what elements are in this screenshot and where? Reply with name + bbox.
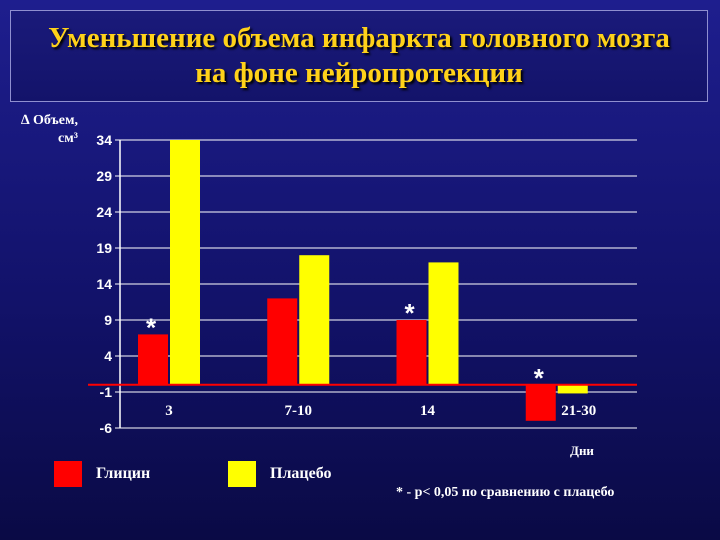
- legend-item-glycine: Глицин: [54, 461, 150, 487]
- legend-swatch-placebo: [228, 461, 256, 487]
- title-box: Уменьшение объема инфаркта головного моз…: [10, 10, 708, 102]
- chart-title: Уменьшение объема инфаркта головного моз…: [48, 22, 670, 89]
- bar-placebo-3: [557, 384, 588, 394]
- bar-glycine-0: [138, 334, 168, 385]
- x-tick-label: 21-30: [561, 403, 596, 419]
- x-tick-label: 14: [420, 403, 436, 419]
- y-tick-label: 4: [104, 348, 112, 364]
- legend-item-placebo: Плацебо: [228, 461, 332, 487]
- y-tick-label: 19: [96, 240, 112, 256]
- x-axis-label: Дни: [570, 443, 594, 458]
- significance-marker: *: [146, 312, 157, 342]
- y-tick-label: -6: [100, 420, 113, 436]
- significance-marker: *: [404, 298, 415, 328]
- bar-placebo-2: [428, 262, 459, 385]
- bar-placebo-0: [170, 140, 200, 385]
- x-tick-label: 3: [165, 403, 173, 419]
- bar-glycine-1: [267, 298, 298, 385]
- y-axis-label: ∆ Объем, см³: [20, 113, 78, 146]
- significance-footnote: * - р< 0,05 по сравнению с плацебо: [396, 485, 615, 500]
- significance-marker: *: [534, 363, 545, 393]
- y-tick-label: 9: [104, 312, 112, 328]
- y-tick-label: 34: [96, 132, 112, 148]
- legend-label-placebo: Плацебо: [270, 465, 332, 482]
- x-tick-label: 7-10: [285, 403, 313, 419]
- bar-placebo-1: [299, 255, 330, 385]
- bar-glycine-2: [396, 320, 427, 385]
- y-tick-label: 29: [96, 168, 112, 184]
- y-tick-label: 24: [96, 204, 112, 220]
- y-tick-label: -1: [100, 384, 113, 400]
- legend-swatch-glycine: [54, 461, 82, 487]
- y-tick-label: 14: [96, 276, 112, 292]
- legend-label-glycine: Глицин: [96, 465, 151, 482]
- bar-glycine-3: [525, 384, 556, 421]
